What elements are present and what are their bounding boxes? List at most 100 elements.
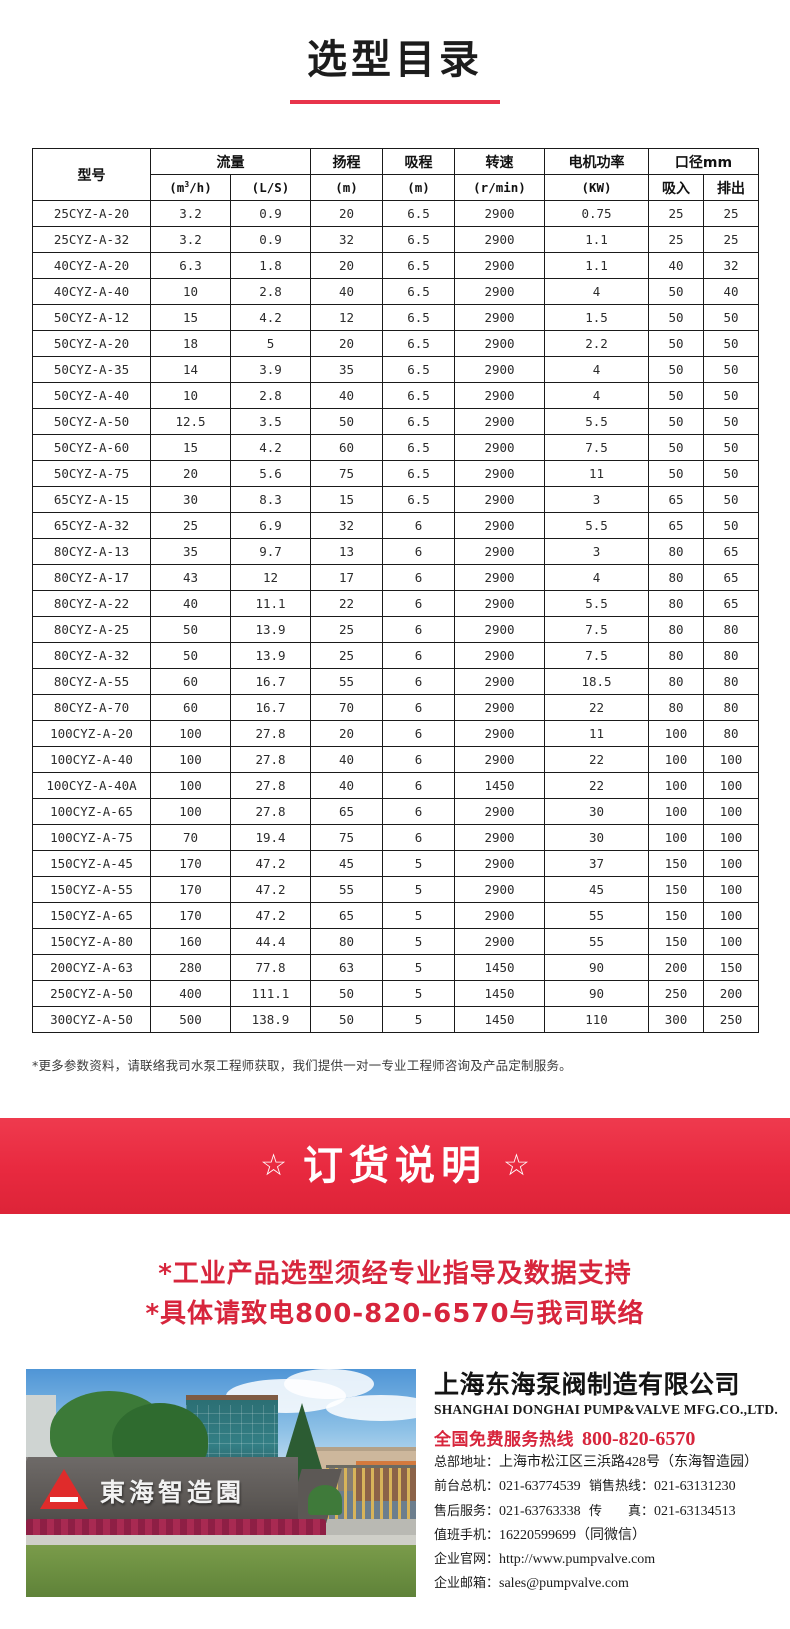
cell-flow-ls: 138.9 <box>230 1006 311 1033</box>
cell-flow-ls: 16.7 <box>230 694 311 721</box>
cell-suction: 5 <box>382 954 455 981</box>
cell-head: 13 <box>310 538 383 565</box>
cell-speed: 2900 <box>454 564 545 591</box>
cell-power: 3 <box>544 486 649 513</box>
cell-speed: 2900 <box>454 928 545 955</box>
cell-power: 4 <box>544 356 649 383</box>
cell-head: 75 <box>310 460 383 487</box>
cell-speed: 1450 <box>454 980 545 1007</box>
cell-flow-ls: 4.2 <box>230 304 311 331</box>
cell-power: 90 <box>544 980 649 1007</box>
table-row: 50CYZ-A-60 15 4.2 60 6.5 2900 7.5 50 50 <box>32 434 759 461</box>
cell-model: 100CYZ-A-40A <box>32 772 151 799</box>
table-row: 100CYZ-A-65 100 27.8 65 6 2900 30 100 100 <box>32 798 759 825</box>
header-unit-flow-ls: (L/S) <box>230 174 311 201</box>
photo-sign-text: 東海智造園 <box>100 1477 246 1507</box>
cell-suction: 6.5 <box>382 304 455 331</box>
cell-flow-m3h: 12.5 <box>150 408 231 435</box>
cell-outlet: 150 <box>703 954 759 981</box>
header-flow: 流量 <box>150 148 311 175</box>
cell-power: 4 <box>544 564 649 591</box>
cell-suction: 6 <box>382 668 455 695</box>
table-row: 80CYZ-A-70 60 16.7 70 6 2900 22 80 80 <box>32 694 759 721</box>
cell-suction: 5 <box>382 902 455 929</box>
donghai-logo-bar-icon <box>50 1496 78 1502</box>
cell-outlet: 100 <box>703 798 759 825</box>
cell-speed: 2900 <box>454 460 545 487</box>
cell-suction: 5 <box>382 850 455 877</box>
cell-flow-m3h: 100 <box>150 772 231 799</box>
cell-flow-m3h: 3.2 <box>150 200 231 227</box>
cell-head: 12 <box>310 304 383 331</box>
contact-value-secondary: 021-63131230 <box>653 1479 736 1495</box>
cell-inlet: 80 <box>648 694 704 721</box>
cell-flow-ls: 47.2 <box>230 850 311 877</box>
header-bore: 口径mm <box>648 148 759 175</box>
cell-suction: 6.5 <box>382 356 455 383</box>
notice-block: *工业产品选型须经专业指导及数据支持 *具体请致电800-820-6570与我司… <box>0 1254 790 1335</box>
cell-model: 150CYZ-A-45 <box>32 850 151 877</box>
cell-outlet: 100 <box>703 772 759 799</box>
contact-line: 售后服务：021-63763338 传 真：021-63134513 <box>434 1500 778 1524</box>
contact-label: 企业邮箱： <box>434 1575 500 1591</box>
cell-inlet: 65 <box>648 486 704 513</box>
table-row: 150CYZ-A-65 170 47.2 65 5 2900 55 150 100 <box>32 902 759 929</box>
cell-inlet: 100 <box>648 720 704 747</box>
cell-suction: 6.5 <box>382 330 455 357</box>
table-row: 50CYZ-A-35 14 3.9 35 6.5 2900 4 50 50 <box>32 356 759 383</box>
cell-head: 50 <box>310 408 383 435</box>
cell-speed: 2900 <box>454 902 545 929</box>
cell-model: 80CYZ-A-25 <box>32 616 151 643</box>
cell-flow-ls: 0.9 <box>230 226 311 253</box>
cell-flow-m3h: 100 <box>150 720 231 747</box>
cell-inlet: 200 <box>648 954 704 981</box>
cell-head: 65 <box>310 798 383 825</box>
cell-flow-m3h: 100 <box>150 798 231 825</box>
cell-model: 50CYZ-A-60 <box>32 434 151 461</box>
cell-speed: 2900 <box>454 538 545 565</box>
cell-flow-ls: 9.7 <box>230 538 311 565</box>
cell-head: 50 <box>310 980 383 1007</box>
table-row: 250CYZ-A-50 400 111.1 50 5 1450 90 250 200 <box>32 980 759 1007</box>
cell-inlet: 80 <box>648 564 704 591</box>
table-row: 50CYZ-A-20 18 5 20 6.5 2900 2.2 50 50 <box>32 330 759 357</box>
table-row: 150CYZ-A-45 170 47.2 45 5 2900 37 150 100 <box>32 850 759 877</box>
cell-model: 300CYZ-A-50 <box>32 1006 151 1033</box>
cell-model: 100CYZ-A-65 <box>32 798 151 825</box>
cell-head: 15 <box>310 486 383 513</box>
title-underline-rule <box>290 100 500 104</box>
contact-label: 企业官网： <box>434 1551 500 1567</box>
cell-flow-m3h: 35 <box>150 538 231 565</box>
cell-model: 80CYZ-A-32 <box>32 642 151 669</box>
cell-head: 35 <box>310 356 383 383</box>
cell-suction: 6 <box>382 590 455 617</box>
cell-suction: 5 <box>382 876 455 903</box>
table-footnote: *更多参数资料，请联络我司水泵工程师获取，我们提供一对一专业工程师咨询及产品定制… <box>32 1058 572 1073</box>
cell-speed: 2900 <box>454 616 545 643</box>
cell-outlet: 50 <box>703 330 759 357</box>
header-model: 型号 <box>32 148 151 201</box>
cell-speed: 2900 <box>454 798 545 825</box>
cell-flow-m3h: 60 <box>150 668 231 695</box>
contact-line: 前台总机：021-63774539 销售热线：021-63131230 <box>434 1475 778 1499</box>
cell-head: 40 <box>310 382 383 409</box>
cell-outlet: 50 <box>703 382 759 409</box>
footer: 東海智造園 上海东海泵阀制造有限公司 SHANGHAI DONGHAI PUMP… <box>0 1368 790 1597</box>
table-row: 100CYZ-A-20 100 27.8 20 6 2900 11 100 80 <box>32 720 759 747</box>
cell-flow-ls: 27.8 <box>230 720 311 747</box>
cell-head: 25 <box>310 616 383 643</box>
table-row: 80CYZ-A-13 35 9.7 13 6 2900 3 80 65 <box>32 538 759 565</box>
cell-model: 25CYZ-A-20 <box>32 200 151 227</box>
cell-flow-ls: 16.7 <box>230 668 311 695</box>
cell-inlet: 50 <box>648 330 704 357</box>
cell-flow-m3h: 170 <box>150 876 231 903</box>
hotline-label: 全国免费服务热线 <box>434 1430 574 1451</box>
cell-power: 2.2 <box>544 330 649 357</box>
cell-head: 20 <box>310 330 383 357</box>
contact-line: 值班手机：16220599699（同微信） <box>434 1524 778 1548</box>
cell-head: 32 <box>310 512 383 539</box>
cell-model: 150CYZ-A-80 <box>32 928 151 955</box>
cell-power: 22 <box>544 694 649 721</box>
cell-flow-m3h: 20 <box>150 460 231 487</box>
cell-head: 60 <box>310 434 383 461</box>
